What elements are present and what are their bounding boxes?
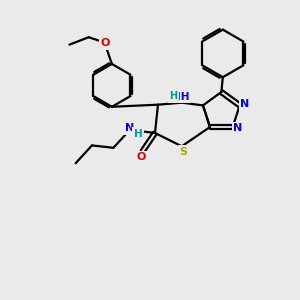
Text: N: N — [124, 124, 134, 134]
Text: H: H — [169, 91, 178, 101]
Text: H: H — [134, 128, 142, 139]
Text: N: N — [233, 124, 243, 134]
Text: S: S — [179, 147, 187, 157]
Text: N: N — [240, 99, 250, 109]
Text: NH: NH — [172, 92, 189, 102]
Text: O: O — [137, 152, 146, 162]
Text: O: O — [100, 38, 110, 48]
